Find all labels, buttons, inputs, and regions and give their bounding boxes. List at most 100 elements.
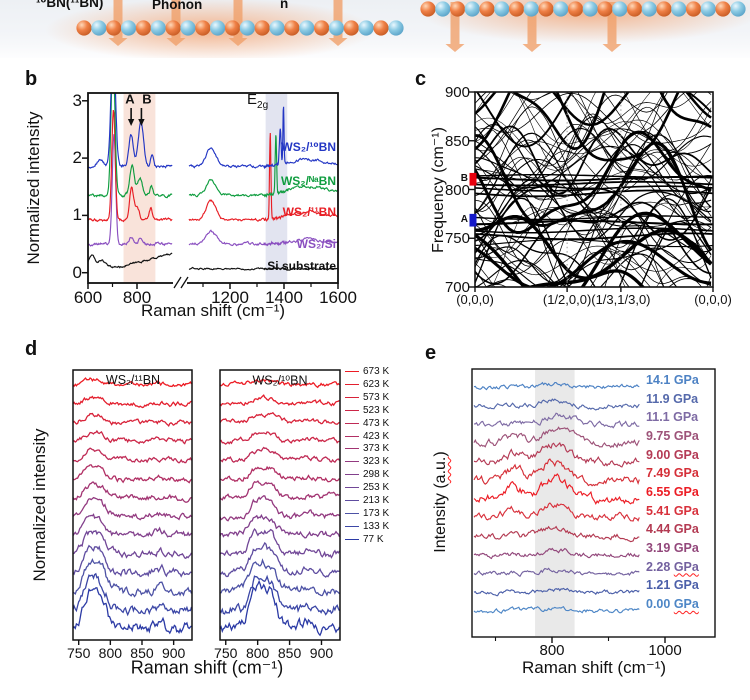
phonon-branch-18 — [475, 223, 665, 287]
annotation-arrow-B — [138, 119, 145, 126]
pressure-curve-6 — [473, 473, 640, 505]
nitrogen-atom — [239, 20, 255, 36]
pressure-value: 0.00 — [646, 596, 674, 611]
series-label-3: WS₂/Si — [296, 237, 336, 251]
panel-b-frame — [87, 92, 339, 284]
legend-label: 253 K — [363, 482, 390, 494]
peak-B-annotation: B — [142, 91, 152, 107]
phonon-branch-25 — [475, 92, 712, 148]
panel-d-xtick: 850 — [277, 645, 302, 661]
pressure-value: 5.41 — [646, 503, 674, 518]
temp-curve-1-6 — [220, 480, 340, 501]
spectrum-curve-2-seg0 — [88, 109, 173, 223]
temp-curve-1-5 — [220, 465, 340, 483]
pressure-unit: GPa — [673, 484, 699, 499]
pressure-label-12: 0.00 GPa — [646, 597, 699, 611]
phonon-branch-flat-4 — [475, 215, 713, 221]
phonon-branch-4 — [475, 106, 712, 198]
panel-e-ylabel-pre: Intensity ( — [432, 483, 449, 553]
panel-c-kpoint-label: (0,0,0) — [694, 292, 732, 307]
legend-entry-7: 323 K — [345, 456, 389, 467]
boron-atom — [538, 1, 554, 17]
temp-curve-0-9 — [73, 529, 192, 560]
phonon-branch-12 — [475, 92, 712, 145]
legend-swatch — [345, 435, 359, 437]
temp-curve-1-8 — [220, 513, 340, 539]
temp-curve-1-10 — [220, 541, 340, 578]
panel-e-ylabel-au: a.u. — [432, 456, 449, 484]
panel-b-xtick: 600 — [73, 288, 103, 307]
nitrogen-atom — [180, 20, 196, 36]
temp-curve-0-3 — [73, 429, 192, 445]
legend-entry-13: 77 K — [345, 534, 384, 545]
mode-marker-label-A: A — [460, 214, 468, 226]
nitrogen-atom — [553, 1, 569, 17]
phonon-branch-flat-9 — [475, 173, 713, 178]
e2g-main: E — [247, 91, 258, 108]
pressure-label-3: 9.75 GPa — [646, 429, 699, 443]
annotation-arrow-A — [127, 119, 135, 126]
phonon-arrow-1-1 — [522, 2, 542, 52]
panel-b-ytick: 1 — [72, 205, 82, 225]
spectrum-curve-3-seg1 — [188, 229, 338, 247]
spectrum-curve-4-seg0 — [88, 252, 173, 269]
temp-curve-0-4 — [73, 447, 192, 464]
boron-atom — [685, 1, 702, 17]
phonon-branch-49 — [475, 130, 712, 234]
panel-d-ylabel: Normalized intensity — [30, 428, 49, 582]
phonon-branch-28 — [475, 211, 713, 287]
legend-label: 423 K — [363, 430, 390, 442]
pressure-value: 11.9 — [646, 391, 674, 406]
panel-b-ytick: 0 — [72, 262, 82, 282]
panel-b-ytick: 3 — [72, 90, 82, 110]
legend-label: 323 K — [363, 456, 390, 468]
temp-curve-1-1 — [220, 394, 340, 407]
legend-swatch — [345, 512, 359, 514]
pressure-value: 2.28 — [646, 559, 674, 574]
panel-d-xlabel: Raman shift (cm⁻¹) — [130, 657, 284, 678]
panel-d-subplot2-title: WS₂/¹⁰BN — [252, 373, 308, 388]
temp-curve-0-10 — [73, 544, 192, 578]
e2g-sub: 2g — [257, 100, 269, 112]
phonon-branch-45 — [475, 92, 712, 135]
panel-c-ytick: 700 — [444, 279, 470, 296]
legend-label: 373 K — [363, 443, 390, 455]
panel-letter-d: d — [25, 338, 38, 360]
phonon-branch-57 — [475, 208, 712, 275]
pressure-value: 11.1 — [646, 410, 674, 425]
phonon-branch-2 — [475, 247, 712, 287]
boron-atom — [135, 20, 151, 36]
pressure-curve-12 — [473, 605, 640, 614]
panel-b-curves — [88, 93, 338, 271]
pressure-unit: GPa — [673, 578, 699, 593]
temp-curve-0-5 — [73, 464, 192, 484]
legend-label: 623 K — [363, 378, 390, 390]
pressure-curve-2 — [474, 412, 640, 429]
panel-letter-e: e — [425, 342, 437, 364]
nitrogen-atom — [269, 20, 285, 36]
nitrogen-atom — [358, 20, 374, 36]
boron-atom — [224, 20, 241, 36]
pressure-unit: GPa — [673, 540, 699, 555]
mode-marker-label-B: B — [460, 173, 468, 185]
phonon-branch-44 — [475, 113, 712, 212]
nitrogen-atom — [671, 1, 687, 17]
temp-curve-0-7 — [73, 496, 192, 521]
phonon-branch-51 — [475, 119, 712, 184]
nitrogen-atom — [464, 1, 480, 17]
panel-b-xtick: 800 — [122, 288, 152, 307]
legend-label: 133 K — [363, 520, 390, 532]
pressure-unit: GPa — [673, 559, 699, 574]
phonon-branch-32 — [475, 202, 712, 265]
phonon-branch-3 — [475, 211, 712, 287]
spectrum-curve-1-seg0 — [88, 93, 173, 199]
nitrogen-atom — [388, 20, 404, 36]
temp-curve-1-2 — [220, 411, 340, 425]
panel-c-ytick: 750 — [444, 230, 470, 248]
phonon-arrow-1-0 — [445, 2, 465, 52]
panel-c-kpoint-label: (0,0,0) — [456, 292, 494, 307]
boron-atom — [626, 1, 643, 17]
nitrogen-atom — [612, 1, 628, 17]
temp-curve-1-13 — [220, 579, 340, 637]
